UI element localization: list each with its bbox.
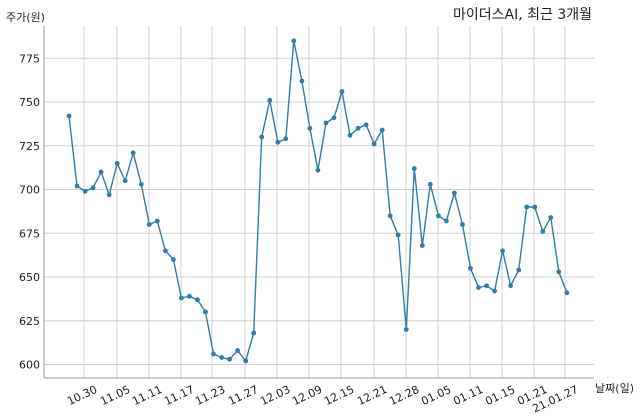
data-point [122, 178, 128, 184]
data-point [130, 150, 136, 156]
data-point [363, 122, 369, 128]
data-point [179, 295, 184, 301]
data-point [203, 309, 208, 315]
x-tick-label: 01.05 [419, 383, 453, 408]
axes [43, 26, 594, 379]
price-line [68, 40, 568, 362]
y-tick-label: 725 [19, 140, 40, 153]
data-point [339, 89, 345, 94]
data-point [291, 38, 297, 44]
x-tick-label: 11.27 [226, 383, 260, 408]
data-point [323, 120, 329, 126]
data-point [508, 283, 513, 289]
y-tick-label: 750 [19, 96, 40, 109]
data-point [307, 125, 313, 131]
data-point [251, 330, 257, 336]
data-point [171, 257, 176, 262]
data-point [163, 248, 168, 254]
y-tick-label: 700 [19, 184, 40, 197]
data-point [468, 265, 473, 271]
y-tick-label: 775 [19, 52, 40, 65]
data-point [492, 288, 497, 294]
data-point [427, 181, 433, 187]
data-point [452, 190, 457, 196]
data-point [90, 185, 96, 191]
data-point [187, 293, 192, 299]
y-tick-label: 675 [19, 227, 40, 240]
data-point [524, 204, 530, 210]
x-tick-label: 11.17 [162, 383, 196, 408]
data-point [219, 355, 225, 360]
x-tick-label: 11.05 [98, 383, 132, 408]
data-point [146, 222, 152, 227]
x-tick-label: 01.11 [451, 383, 485, 408]
data-point [98, 169, 104, 175]
data-point [347, 132, 353, 138]
data-point [195, 297, 200, 303]
x-tick-label: 10.30 [65, 383, 99, 408]
data-point [74, 183, 80, 189]
y-axis-label: 주가(원) [6, 11, 45, 24]
data-point [227, 356, 233, 362]
data-point [516, 267, 522, 273]
x-tick-label: 12.03 [258, 383, 292, 408]
x-tick-label: 11.23 [193, 383, 227, 408]
data-point [564, 290, 570, 296]
data-point [532, 204, 538, 210]
data-point [331, 115, 337, 121]
data-point [243, 358, 249, 364]
data-point [419, 243, 425, 248]
data-point [556, 269, 562, 275]
data-point [138, 181, 144, 187]
data-point [275, 139, 281, 145]
data-point [66, 113, 72, 119]
x-tick-label: 11.11 [130, 383, 164, 408]
data-point [500, 248, 505, 254]
x-tick-label: 12.21 [355, 383, 389, 408]
x-tick-label: 12.28 [387, 383, 421, 408]
plot-area [66, 38, 570, 364]
data-point [299, 78, 305, 84]
y-tick-label: 650 [19, 271, 40, 284]
chart-title: 마이더스AI, 최근 3개월 [453, 7, 592, 23]
x-axis-label: 날짜(일) [595, 381, 634, 395]
data-point [436, 213, 441, 219]
data-point [395, 232, 401, 238]
data-point [267, 97, 273, 103]
data-point [484, 283, 489, 289]
data-point [476, 285, 481, 290]
data-point [211, 351, 216, 357]
y-tick-label: 600 [19, 359, 40, 372]
data-point [379, 127, 385, 133]
data-point [114, 160, 120, 166]
data-point [460, 222, 465, 227]
data-point [154, 218, 160, 224]
data-point [444, 218, 449, 224]
data-point [259, 134, 265, 140]
data-point [235, 348, 241, 353]
y-tick-label: 625 [19, 315, 40, 328]
x-tick-label: 01.15 [483, 383, 517, 408]
x-tick-label: 12.15 [322, 383, 356, 408]
grid-lines [44, 26, 594, 378]
tick-labels: 60062565067570072575077510.3011.0511.111… [19, 52, 580, 415]
data-point [371, 141, 377, 147]
data-point [540, 229, 546, 234]
data-point [548, 215, 554, 220]
data-point [82, 188, 88, 194]
data-point [283, 136, 289, 142]
data-point [403, 327, 409, 332]
data-point [411, 166, 417, 171]
data-point [387, 213, 393, 219]
data-point [315, 167, 321, 173]
data-point [106, 192, 112, 198]
x-tick-label: 12.09 [290, 383, 324, 408]
data-point [355, 125, 361, 131]
